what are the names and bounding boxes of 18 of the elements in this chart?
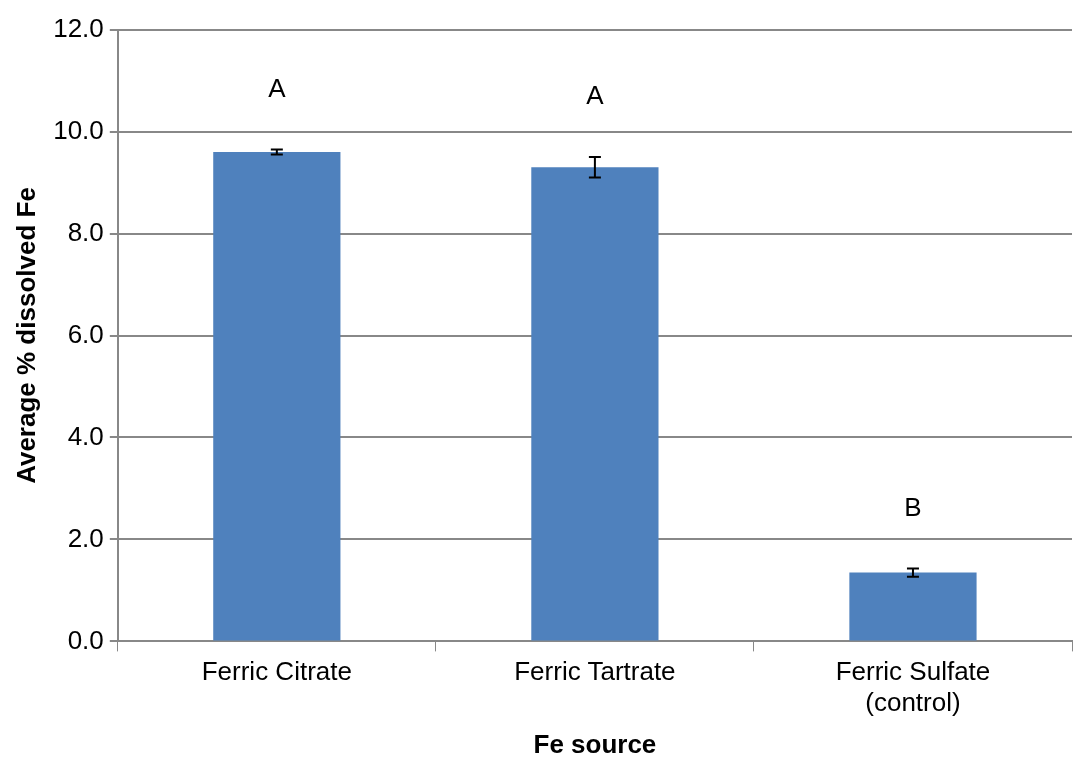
y-tick-label: 12.0 xyxy=(53,12,104,43)
bar xyxy=(213,151,341,641)
y-tick-label: 0.0 xyxy=(67,624,104,655)
x-tick-label: Ferric Sulfate (control) xyxy=(835,656,991,718)
y-axis-title: Average % dissolved Fe xyxy=(10,187,41,484)
y-tick-label: 6.0 xyxy=(67,318,104,349)
y-tick-label: 8.0 xyxy=(67,216,104,247)
x-tick-label: Ferric Tartrate xyxy=(514,656,676,687)
bar xyxy=(849,572,977,641)
bar xyxy=(531,167,659,641)
x-axis-title: Fe source xyxy=(533,728,657,759)
annotation: A xyxy=(586,80,605,111)
x-tick-label: Ferric Citrate xyxy=(201,656,352,687)
y-tick-label: 2.0 xyxy=(67,522,104,553)
annotation: B xyxy=(904,491,922,522)
annotation: A xyxy=(268,72,287,103)
y-tick-label: 10.0 xyxy=(53,114,104,145)
y-tick-label: 4.0 xyxy=(67,420,104,451)
